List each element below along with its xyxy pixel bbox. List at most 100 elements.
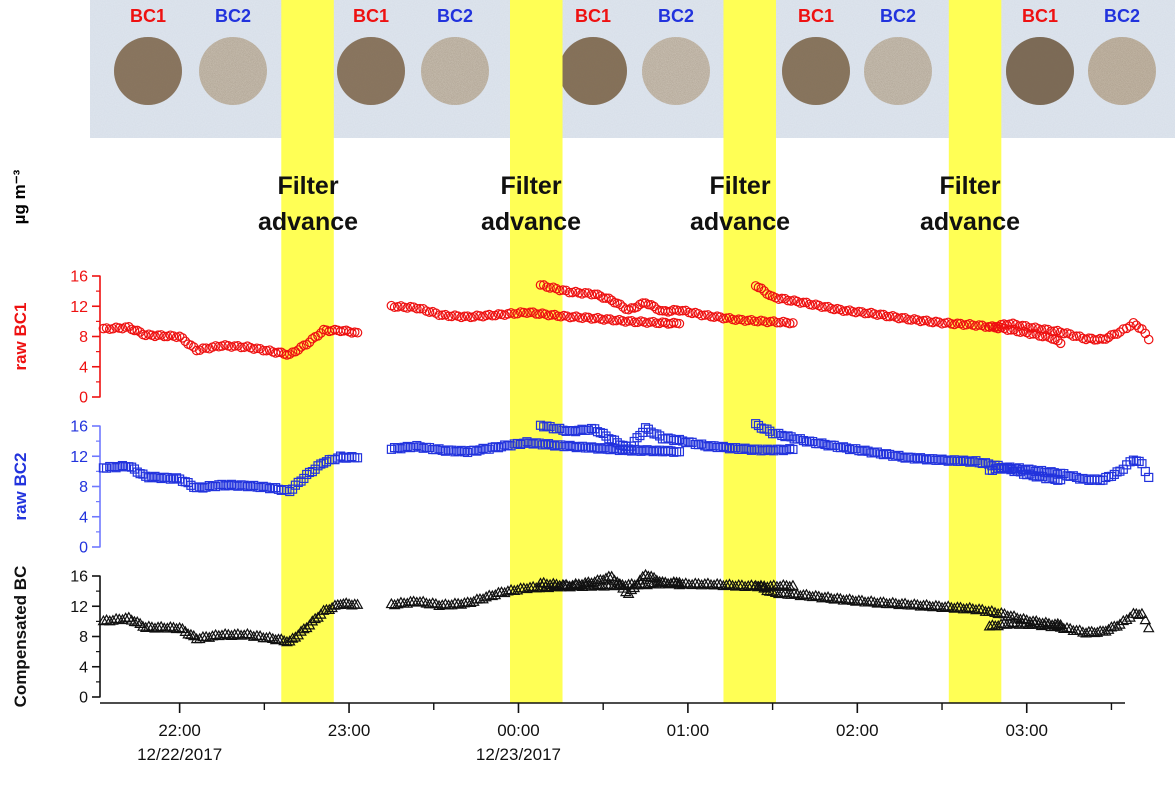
data-point-circle — [296, 342, 306, 352]
data-point-square — [127, 462, 137, 472]
filter-advance-line2: advance — [481, 208, 581, 236]
data-point-square — [223, 480, 233, 490]
data-point-square — [721, 442, 731, 453]
data-point-square — [307, 467, 317, 477]
data-point-circle — [589, 289, 600, 300]
x-tick-label-time: 01:00 — [667, 721, 710, 740]
data-point-triangle — [1111, 620, 1123, 631]
data-point-triangle — [1077, 626, 1089, 637]
data-point-circle — [608, 315, 618, 326]
data-point-square — [687, 437, 697, 447]
data-point-triangle — [995, 606, 1008, 618]
filter-spot-texture — [421, 37, 489, 105]
data-point-square — [718, 441, 728, 452]
data-point-circle — [313, 330, 323, 341]
data-point-square — [627, 446, 637, 456]
data-point-square — [872, 447, 882, 457]
data-point-triangle — [209, 628, 222, 640]
data-point-square — [1144, 472, 1154, 483]
data-point-square — [168, 474, 179, 484]
data-point-triangle — [275, 633, 288, 644]
data-point-square — [265, 484, 275, 494]
data-point-square — [1059, 469, 1069, 479]
filter-advance-line1: Filter — [709, 172, 770, 200]
filter-spot-texture — [559, 37, 627, 105]
filter-spot-texture — [1088, 37, 1156, 105]
data-point-square — [798, 435, 809, 446]
data-point-circle — [535, 280, 546, 290]
data-point-triangle — [625, 583, 638, 595]
data-point-square — [774, 428, 784, 439]
filter-advance-line1: Filter — [500, 172, 561, 200]
data-point-triangle — [266, 632, 279, 644]
data-point-triangle — [638, 577, 650, 589]
data-point-circle — [1103, 332, 1114, 343]
data-point-triangle — [1011, 612, 1024, 623]
data-point-triangle — [1007, 616, 1019, 628]
data-point-triangle — [206, 630, 219, 641]
data-point-square — [709, 441, 719, 451]
panel-title: raw BC2 — [11, 452, 30, 520]
data-point-circle — [626, 303, 637, 313]
data-point-square — [645, 446, 655, 456]
data-point-square — [571, 427, 581, 437]
data-point-triangle — [846, 594, 859, 605]
data-point-circle — [1112, 329, 1122, 339]
data-point-square — [724, 444, 735, 454]
data-point-circle — [820, 302, 830, 312]
data-point-circle — [586, 289, 597, 300]
data-point-triangle — [260, 631, 273, 643]
data-point-circle — [817, 302, 827, 313]
data-point-square — [561, 426, 571, 436]
data-point-square — [242, 482, 252, 492]
data-point-triangle — [146, 621, 158, 632]
data-point-triangle — [843, 593, 856, 604]
data-point-square — [415, 442, 425, 452]
data-point-triangle — [286, 632, 299, 643]
data-point-triangle — [1085, 625, 1098, 636]
data-point-square — [577, 424, 587, 434]
data-point-circle — [749, 316, 760, 327]
data-point-triangle — [742, 579, 755, 591]
y-tick-label: 4 — [79, 359, 88, 376]
data-point-triangle — [142, 620, 155, 631]
data-point-square — [261, 482, 272, 492]
data-point-square — [906, 452, 916, 463]
data-point-triangle — [1102, 623, 1115, 634]
data-point-triangle — [647, 576, 660, 588]
data-point-circle — [301, 339, 312, 350]
data-point-circle — [595, 291, 606, 301]
filter-spot-texture — [782, 37, 850, 105]
data-point-square — [558, 425, 568, 435]
data-point-circle — [443, 311, 454, 322]
data-point-square — [977, 458, 987, 469]
data-point-circle — [1125, 321, 1135, 332]
data-point-triangle — [343, 598, 355, 609]
data-point-triangle — [1029, 617, 1042, 628]
data-point-circle — [598, 293, 608, 303]
data-point-square — [878, 450, 889, 460]
filter-spot-label: BC1 — [353, 6, 389, 26]
data-point-circle — [459, 311, 470, 322]
data-point-circle — [1024, 322, 1034, 333]
data-point-triangle — [834, 592, 847, 604]
data-point-square — [545, 422, 555, 432]
data-point-triangle — [729, 580, 742, 591]
data-point-circle — [838, 306, 849, 317]
data-point-triangle — [862, 596, 874, 607]
data-point-square — [156, 473, 166, 484]
data-point-circle — [980, 322, 991, 332]
data-point-triangle — [800, 588, 813, 599]
data-point-square — [577, 441, 587, 451]
y-tick-label: 16 — [70, 419, 88, 436]
data-point-triangle — [281, 635, 293, 647]
data-point-square — [955, 456, 966, 467]
data-point-circle — [674, 306, 685, 316]
data-point-square — [971, 456, 981, 466]
data-point-square — [1030, 466, 1040, 477]
data-point-triangle — [537, 576, 550, 588]
data-point-triangle — [340, 597, 353, 608]
data-point-triangle — [155, 620, 167, 632]
data-point-triangle — [736, 579, 748, 590]
